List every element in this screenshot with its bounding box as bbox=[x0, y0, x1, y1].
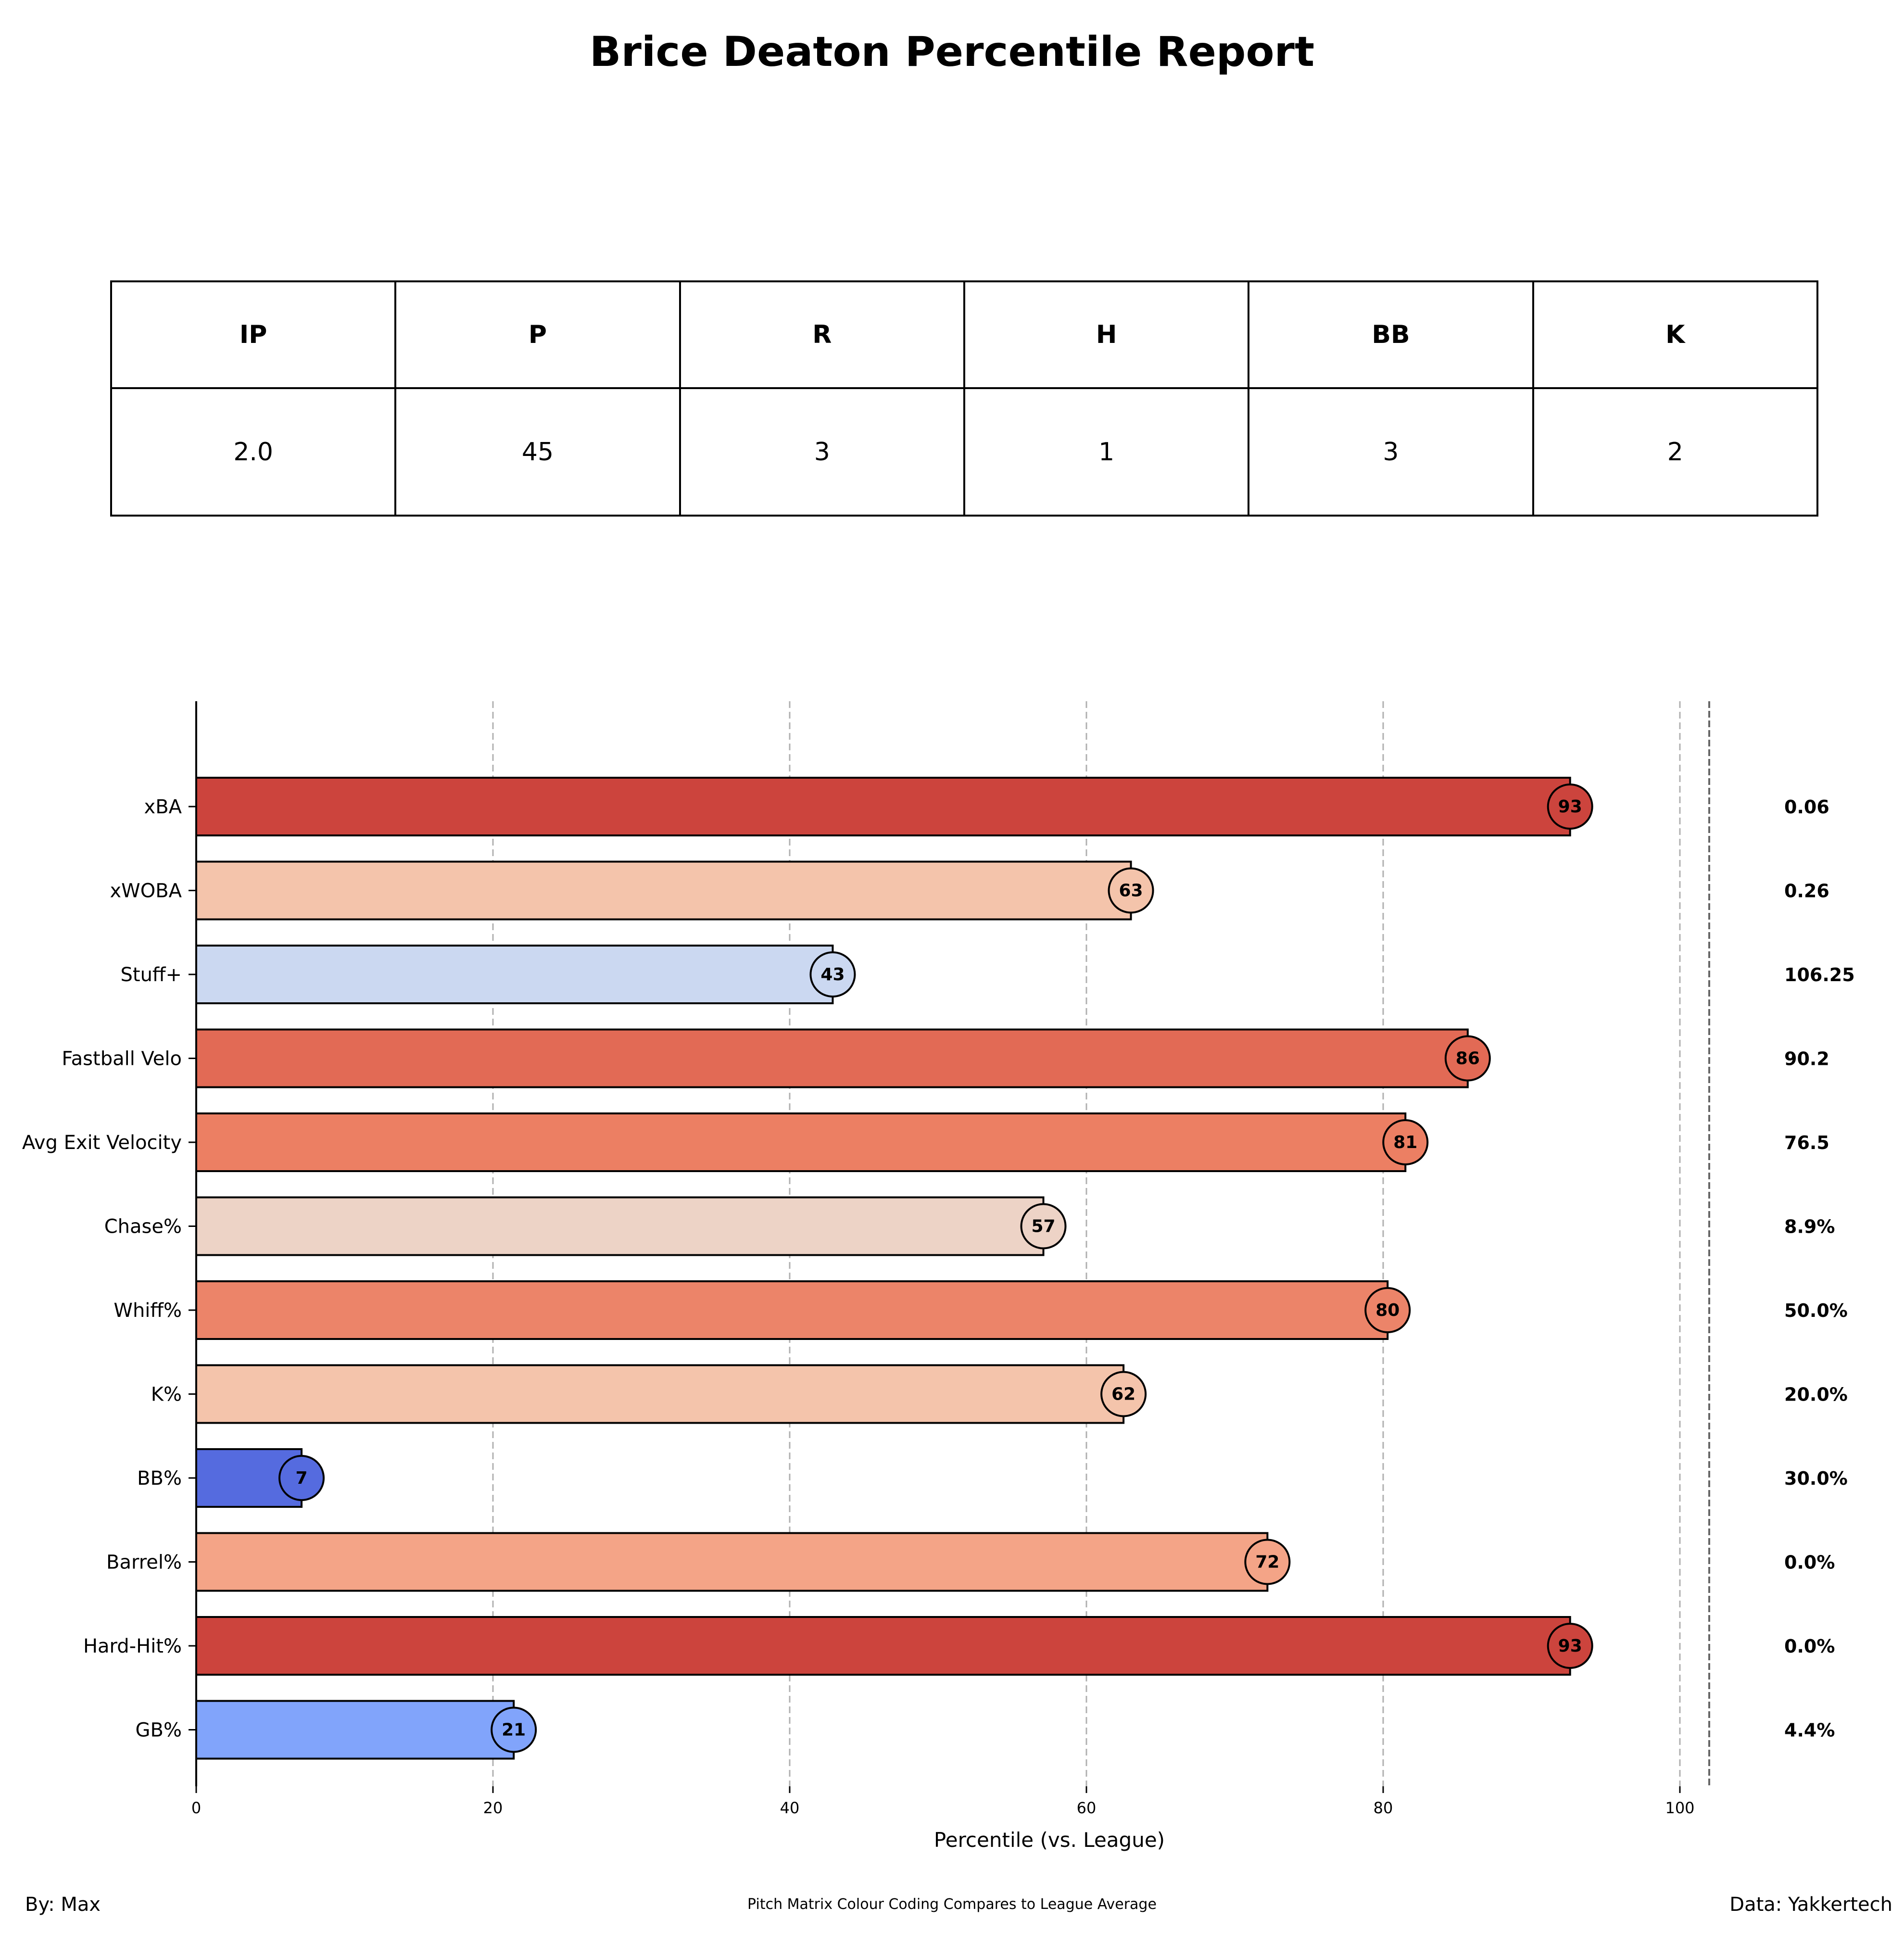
bar-6 bbox=[195, 1280, 1389, 1340]
footer-author: By: Max bbox=[25, 1894, 101, 1916]
stats-header-k: K bbox=[1532, 280, 1819, 389]
label-layer: 93 xBA 0.06 63 xWOBA 0.26 43 Stuff+ 106.25 86 Fast… bbox=[22, 796, 1855, 1852]
bar-0 bbox=[195, 777, 1571, 836]
stats-value-r: 3 bbox=[679, 387, 965, 517]
bar-9 bbox=[195, 1532, 1269, 1592]
stat-value-label-6: 50.0% bbox=[1784, 1300, 1848, 1321]
stats-header-p: P bbox=[394, 280, 681, 389]
category-label-9: Barrel% bbox=[106, 1552, 182, 1574]
bar-4 bbox=[195, 1112, 1407, 1172]
stats-value-k: 2 bbox=[1532, 387, 1819, 517]
bar-value-label-10: 93 bbox=[1558, 1636, 1582, 1656]
bar-value-label-3: 86 bbox=[1456, 1049, 1480, 1069]
stat-value-label-11: 4.4% bbox=[1784, 1720, 1835, 1741]
category-label-4: Avg Exit Velocity bbox=[22, 1132, 182, 1154]
stats-table: IP P R H BB K 2.0 45 3 1 3 2 bbox=[110, 280, 1819, 517]
bar-marker-5 bbox=[1020, 1203, 1067, 1250]
bar-value-label-1: 63 bbox=[1119, 881, 1143, 901]
stats-value-row: 2.0 45 3 1 3 2 bbox=[110, 387, 1819, 517]
category-label-2: Stuff+ bbox=[121, 964, 182, 986]
bar-10 bbox=[195, 1616, 1571, 1676]
bar-value-label-5: 57 bbox=[1031, 1217, 1055, 1237]
bar-value-label-11: 21 bbox=[502, 1720, 526, 1740]
bar-marker-10 bbox=[1547, 1623, 1593, 1669]
category-label-10: Hard-Hit% bbox=[83, 1635, 182, 1657]
stat-value-label-0: 0.06 bbox=[1784, 796, 1829, 818]
bar-marker-6 bbox=[1364, 1287, 1411, 1333]
stats-header-r: R bbox=[679, 280, 965, 389]
bar-5 bbox=[195, 1196, 1045, 1256]
stats-header-ip: IP bbox=[110, 280, 397, 389]
bar-marker-7 bbox=[1100, 1371, 1147, 1417]
bar-11 bbox=[195, 1700, 515, 1760]
x-tick-label-60: 60 bbox=[1077, 1799, 1097, 1817]
bar-marker-4 bbox=[1382, 1119, 1429, 1165]
stats-value-p: 45 bbox=[394, 387, 681, 517]
stats-value-bb: 3 bbox=[1248, 387, 1534, 517]
stats-header-row: IP P R H BB K bbox=[110, 280, 1819, 389]
bar-value-label-7: 62 bbox=[1111, 1385, 1135, 1404]
stat-value-label-9: 0.0% bbox=[1784, 1552, 1835, 1573]
bar-marker-0 bbox=[1547, 783, 1593, 830]
bar-marker-1 bbox=[1108, 867, 1154, 914]
stat-value-label-1: 0.26 bbox=[1784, 881, 1829, 902]
bar-value-label-6: 80 bbox=[1375, 1301, 1400, 1320]
x-tick-label-100: 100 bbox=[1665, 1799, 1694, 1817]
bar-value-label-0: 93 bbox=[1558, 797, 1582, 817]
category-label-8: BB% bbox=[137, 1467, 182, 1490]
bar-marker-11 bbox=[491, 1706, 537, 1753]
x-tick-label-20: 20 bbox=[483, 1799, 503, 1817]
category-label-7: K% bbox=[151, 1384, 182, 1406]
bar-3 bbox=[195, 1028, 1469, 1088]
stat-value-label-7: 20.0% bbox=[1784, 1384, 1848, 1405]
x-tick-label-80: 80 bbox=[1374, 1799, 1393, 1817]
x-axis-label: Percentile (vs. League) bbox=[934, 1828, 1165, 1852]
stat-value-label-5: 8.9% bbox=[1784, 1216, 1835, 1238]
stat-value-label-8: 30.0% bbox=[1784, 1468, 1848, 1489]
category-label-5: Chase% bbox=[104, 1216, 182, 1238]
stat-value-label-10: 0.0% bbox=[1784, 1636, 1835, 1657]
bar-layer bbox=[195, 777, 1593, 1760]
bar-marker-2 bbox=[809, 951, 856, 998]
footer-note: Pitch Matrix Colour Coding Compares to L… bbox=[747, 1896, 1157, 1913]
bar-value-label-9: 72 bbox=[1255, 1553, 1279, 1572]
bar-marker-3 bbox=[1444, 1035, 1491, 1082]
stats-header-h: H bbox=[963, 280, 1250, 389]
category-label-0: xBA bbox=[144, 796, 182, 818]
bar-value-label-8: 7 bbox=[296, 1468, 308, 1488]
x-tick-label-40: 40 bbox=[780, 1799, 800, 1817]
category-label-6: Whiff% bbox=[113, 1300, 182, 1322]
stats-value-h: 1 bbox=[963, 387, 1250, 517]
stat-value-label-3: 90.2 bbox=[1784, 1048, 1829, 1070]
axis-layer bbox=[189, 701, 1681, 1793]
bar-value-label-4: 81 bbox=[1393, 1133, 1417, 1152]
category-label-3: Fastball Velo bbox=[62, 1048, 182, 1070]
bar-marker-9 bbox=[1244, 1539, 1291, 1585]
bar-1 bbox=[195, 860, 1132, 921]
bar-marker-8 bbox=[278, 1455, 325, 1501]
footer-source: Data: Yakkertech bbox=[1729, 1894, 1892, 1916]
x-tick-label-0: 0 bbox=[191, 1799, 201, 1817]
category-label-1: xWOBA bbox=[110, 880, 182, 902]
report-title: Brice Deaton Percentile Report bbox=[589, 28, 1315, 76]
stat-value-label-2: 106.25 bbox=[1784, 964, 1855, 985]
category-label-11: GB% bbox=[136, 1719, 182, 1742]
bar-7 bbox=[195, 1364, 1125, 1424]
stats-value-ip: 2.0 bbox=[110, 387, 397, 517]
bar-value-label-2: 43 bbox=[820, 965, 845, 985]
stat-value-label-4: 76.5 bbox=[1784, 1132, 1829, 1153]
bar-2 bbox=[195, 945, 834, 1004]
stats-header-bb: BB bbox=[1248, 280, 1534, 389]
